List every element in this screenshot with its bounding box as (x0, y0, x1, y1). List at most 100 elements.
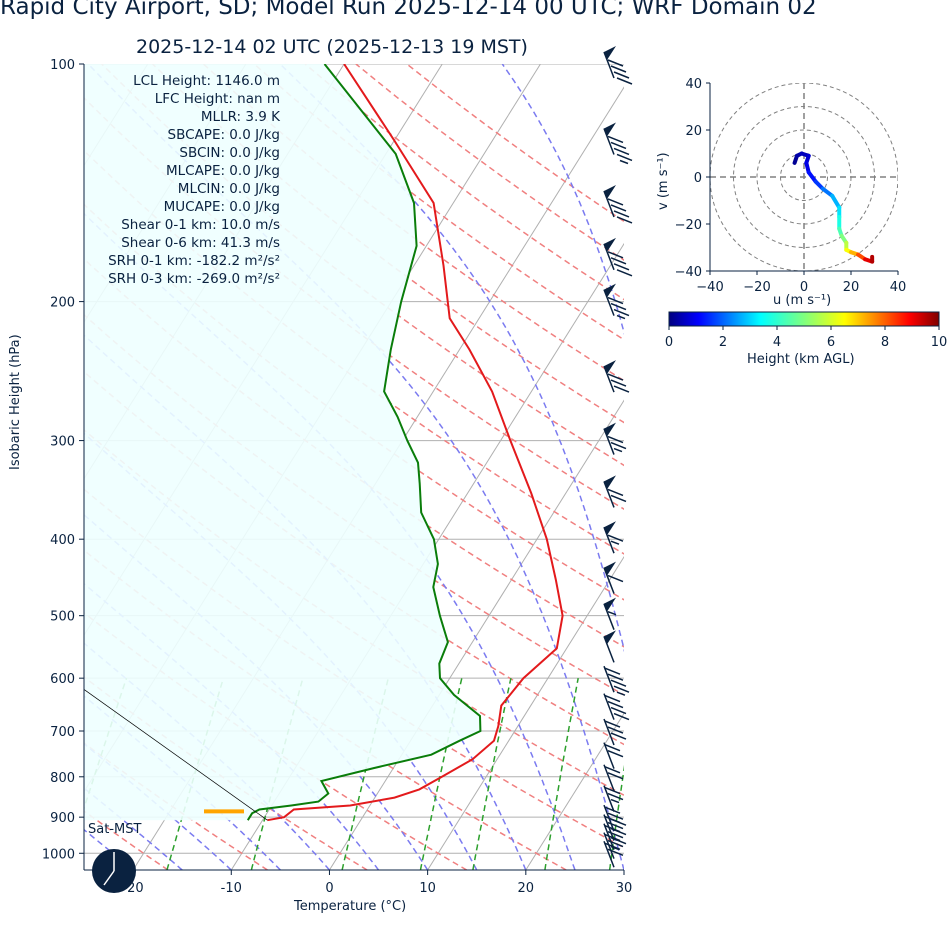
wind-barb (603, 597, 617, 630)
hodograph-segment (830, 193, 842, 210)
x-tick-label: 10 (419, 881, 436, 896)
dewpoint-line (246, 64, 482, 821)
wind-barb-full (604, 743, 621, 752)
wind-barb-flag (604, 46, 616, 60)
mixing-ratio-line (657, 678, 683, 870)
wind-barb-flag (604, 630, 616, 645)
hodograph-layer: −40 −20 0 20 40 −40 −20 0 20 40 0 2 4 6 8 10 (665, 77, 947, 350)
colorbar-tick-label: 0 (665, 335, 673, 350)
param-line: Shear 0-1 km: 10.0 m/s (121, 217, 280, 233)
wind-barb-flag (604, 597, 616, 612)
sounding-parameters: LCL Height: 1146.0 m LFC Height: nan m MLL… (84, 72, 280, 288)
y-tick-label: 500 (50, 610, 75, 625)
hodograph-y-tick-label: −40 (675, 265, 702, 280)
clock-hand (103, 870, 115, 886)
wind-barb-staff (603, 804, 615, 832)
plot-area (84, 64, 683, 870)
wind-barb-flag (604, 521, 616, 536)
isotherm (427, 555, 624, 870)
wind-barb (603, 237, 633, 277)
wind-barb-staff (603, 832, 615, 859)
hodograph-y-label: v (m s⁻¹) (656, 152, 671, 210)
wind-barb-full (607, 673, 624, 681)
x-tick-label: 30 (616, 881, 633, 896)
wind-barb-flag (604, 184, 616, 199)
wind-barb-flag (604, 360, 616, 375)
temperature-line (267, 64, 564, 822)
param-line: SRH 0-3 km: -269.0 m²/s² (108, 271, 280, 287)
y-tick-label: 800 (50, 771, 75, 786)
wind-barb-full (610, 679, 627, 687)
moist-adiabat (87, 64, 624, 870)
colorbar-tick-label: 8 (881, 335, 889, 350)
param-line: LFC Height: nan m (154, 91, 280, 107)
shaded-region (84, 64, 481, 821)
wind-barb (603, 422, 627, 455)
wind-barb-full (616, 153, 633, 162)
param-line: MUCAPE: 0.0 J/kg (163, 199, 280, 215)
wind-barb-flag (604, 422, 616, 437)
wind-barb-half (619, 159, 629, 165)
wind-barb-full (613, 685, 630, 693)
hodograph-x-tick-label: 40 (890, 280, 907, 295)
y-tick-label: 600 (50, 672, 75, 687)
wind-barb-full (607, 373, 624, 381)
wind-barb-full (610, 204, 627, 212)
wind-barb-half (610, 540, 620, 545)
colorbar-tick-label: 2 (719, 335, 727, 350)
wind-barb-full (607, 812, 624, 820)
wind-barb-full (610, 818, 627, 826)
wind-barb-flag (604, 475, 616, 490)
param-line: MLLR: 3.9 K (200, 109, 280, 125)
colorbar-tick-label: 4 (773, 335, 781, 350)
param-line: SRH 0-1 km: -182.2 m²/s² (108, 253, 280, 269)
hodograph-x-tick-label: −20 (743, 280, 770, 295)
moist-adiabat (84, 582, 380, 870)
colorbar-tick-label: 10 (931, 335, 948, 350)
y-tick-label: 300 (50, 435, 75, 450)
y-tick-label: 200 (50, 296, 75, 311)
wind-barb-full (607, 726, 624, 734)
wind-barb-staff (603, 742, 615, 769)
wind-barb-full (607, 435, 624, 444)
wind-barb-full (616, 77, 633, 85)
hodograph-y-tick-label: 20 (685, 124, 702, 139)
wind-barb-full (613, 147, 630, 156)
wind-barb (603, 630, 616, 663)
x-tick-label: 0 (325, 881, 333, 896)
wind-barb (603, 804, 627, 832)
wind-barb-full (607, 198, 624, 206)
x-axis-label: Temperature (°C) (294, 899, 407, 914)
dry-adiabat (151, 64, 624, 424)
wind-barb-full (613, 263, 630, 271)
wind-barb-full (613, 71, 630, 79)
wind-barb-half (610, 798, 620, 804)
y-axis-label: Isobaric Height (hPa) (8, 334, 23, 470)
wind-barb-staff (603, 764, 615, 792)
wind-barb-full (604, 766, 621, 774)
wind-barb (603, 46, 633, 85)
hodograph-y-tick-label: 40 (685, 77, 702, 92)
parcel-path (84, 689, 268, 821)
wind-barb-staff (603, 814, 615, 841)
wind-barb-full (607, 574, 624, 583)
wind-barb-full (610, 706, 627, 715)
wind-barb-full (604, 786, 621, 795)
param-line: LCL Height: 1146.0 m (133, 73, 280, 89)
chart-subtitle: 2025-12-14 02 UTC (2025-12-13 19 MST) (136, 36, 528, 58)
param-line: Shear 0-6 km: 41.3 m/s (121, 235, 280, 251)
wind-barb-full (604, 667, 621, 675)
wind-barb (603, 283, 630, 320)
wind-barb (603, 693, 630, 721)
wind-barb (603, 718, 627, 746)
dry-adiabat (101, 64, 624, 467)
colorbar (668, 311, 940, 327)
wind-barb-full (607, 135, 624, 144)
wind-barb (603, 521, 624, 554)
wind-barb-staff (603, 841, 615, 868)
mixing-ratio-line (472, 678, 512, 870)
wind-barb-full (604, 694, 621, 703)
wind-barb (603, 764, 624, 792)
y-tick-label: 1000 (42, 847, 75, 862)
